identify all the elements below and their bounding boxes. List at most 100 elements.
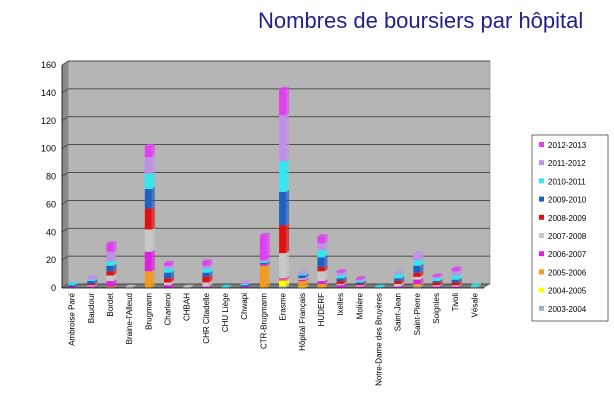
legend-item: 2003-2004 — [539, 305, 587, 314]
bar-segment — [144, 227, 155, 252]
legend-item: 2012-2013 — [539, 141, 587, 150]
bar-segment — [259, 233, 270, 261]
bar-segment — [317, 281, 328, 288]
bar-top-cap — [125, 284, 136, 287]
bar-top-cap — [451, 266, 462, 269]
y-tick-labels: 0 20 40 60 80 100 120 140 160 — [41, 60, 56, 293]
bar-segment — [259, 263, 270, 288]
bar-segment — [144, 206, 155, 230]
bar-segment — [317, 279, 328, 284]
x-tick-label: Ixelles — [336, 293, 345, 316]
bar-segment — [432, 276, 443, 282]
bar-segment — [202, 280, 213, 287]
x-tick-label: Erasme — [279, 292, 288, 320]
bar-segment — [164, 260, 174, 266]
bar-segment — [355, 277, 366, 282]
bar-segment — [432, 279, 443, 283]
x-tick-label: HUDERF — [317, 293, 326, 326]
bar-segment — [298, 284, 309, 288]
legend-swatch — [539, 233, 544, 238]
bar-segment — [106, 259, 117, 266]
legend: 2012-2013 2011-2012 2010-2011 2009-2010 2008… — [531, 134, 609, 322]
bar-segment — [336, 269, 347, 273]
bar-segment — [298, 272, 309, 276]
bar-segment — [279, 276, 290, 280]
x-tick-label: Braine-l'Alleud — [125, 293, 134, 344]
bar-segment — [413, 258, 424, 266]
bar-top-cap — [164, 260, 174, 263]
bar-segment — [259, 262, 270, 266]
bar-segment — [183, 284, 194, 288]
bar-segment — [336, 270, 347, 276]
gridline — [61, 60, 69, 66]
bar-segment — [144, 143, 155, 157]
bar-top-cap — [298, 270, 309, 273]
bar-segment — [432, 280, 443, 286]
bar-segment — [355, 280, 366, 284]
legend-label: 2012-2013 — [548, 141, 587, 150]
bar-segment — [68, 283, 79, 287]
bar-segment — [336, 273, 347, 279]
x-tick-label: CHBAH — [183, 293, 192, 321]
x-tick-label: Baudour — [87, 293, 96, 324]
x-tick-label: Bordet — [106, 292, 115, 316]
bar-segment — [451, 284, 462, 288]
legend-label: 2003-2004 — [548, 305, 587, 314]
bar-top-cap — [183, 284, 194, 287]
bar-segment — [202, 263, 213, 269]
bar-segment — [413, 270, 424, 277]
bar-segment — [298, 277, 309, 282]
legend-label: 2005-2006 — [548, 268, 587, 277]
bar-top-cap — [144, 143, 155, 146]
x-tick-label: Chwapi — [240, 293, 249, 320]
bar-segment — [202, 274, 213, 283]
bar-segment — [144, 171, 155, 190]
bar-segment — [394, 284, 405, 288]
axes — [61, 65, 484, 289]
bar-segment — [317, 241, 328, 251]
y-tick-label: 60 — [46, 199, 56, 209]
bar-segment — [164, 270, 174, 279]
bar-segment — [413, 277, 424, 284]
bar-top-cap — [87, 274, 98, 277]
bar-segment — [355, 279, 366, 283]
legend-swatch — [539, 251, 544, 257]
bar-segment — [451, 273, 462, 280]
bar-top-cap — [259, 233, 270, 236]
bar-segment — [336, 279, 347, 284]
bar-segment — [470, 283, 481, 287]
legend-label: 2008-2009 — [548, 214, 587, 223]
bar-segment — [202, 259, 213, 266]
y-tick-label: 80 — [46, 172, 56, 182]
bar-segment — [279, 279, 290, 287]
x-tick-label: Vésale — [470, 292, 479, 317]
bar-segment — [240, 280, 251, 284]
bar-segment — [355, 276, 366, 280]
bar-segment — [87, 277, 98, 282]
bar-segment — [394, 272, 405, 279]
legend-label: 2011-2012 — [548, 159, 586, 168]
bar-segment — [202, 270, 213, 277]
bar-segment — [451, 277, 462, 283]
chart-title: Nombres de boursiers par hôpital — [258, 8, 584, 33]
legend-item: 2010-2011 — [539, 177, 586, 186]
bar-segment — [298, 276, 309, 280]
bar-top-cap — [221, 284, 232, 287]
legend-item: 2009-2010 — [539, 196, 587, 205]
bar-segment — [87, 279, 98, 284]
bar-segment — [164, 276, 174, 283]
bar-segment — [106, 279, 117, 287]
y-tick-label: 120 — [41, 116, 56, 126]
x-tick-label: Soignies — [432, 293, 441, 324]
gridline — [61, 283, 69, 289]
x-tick-label: Hôpital Français — [298, 293, 307, 351]
bar-segment — [87, 283, 98, 287]
bar-segment — [164, 283, 174, 288]
bar-segment — [413, 284, 424, 288]
bar-segment — [279, 277, 290, 282]
x-tick-labels: Ambroise Paré Baudour Bordet Braine-l'Alleu… — [68, 292, 480, 386]
x-tick-label: CTR-Brugmann — [259, 293, 268, 349]
bar-segment — [106, 249, 117, 262]
x-tick-label: Notre-Dame des Bruyères — [375, 293, 384, 386]
